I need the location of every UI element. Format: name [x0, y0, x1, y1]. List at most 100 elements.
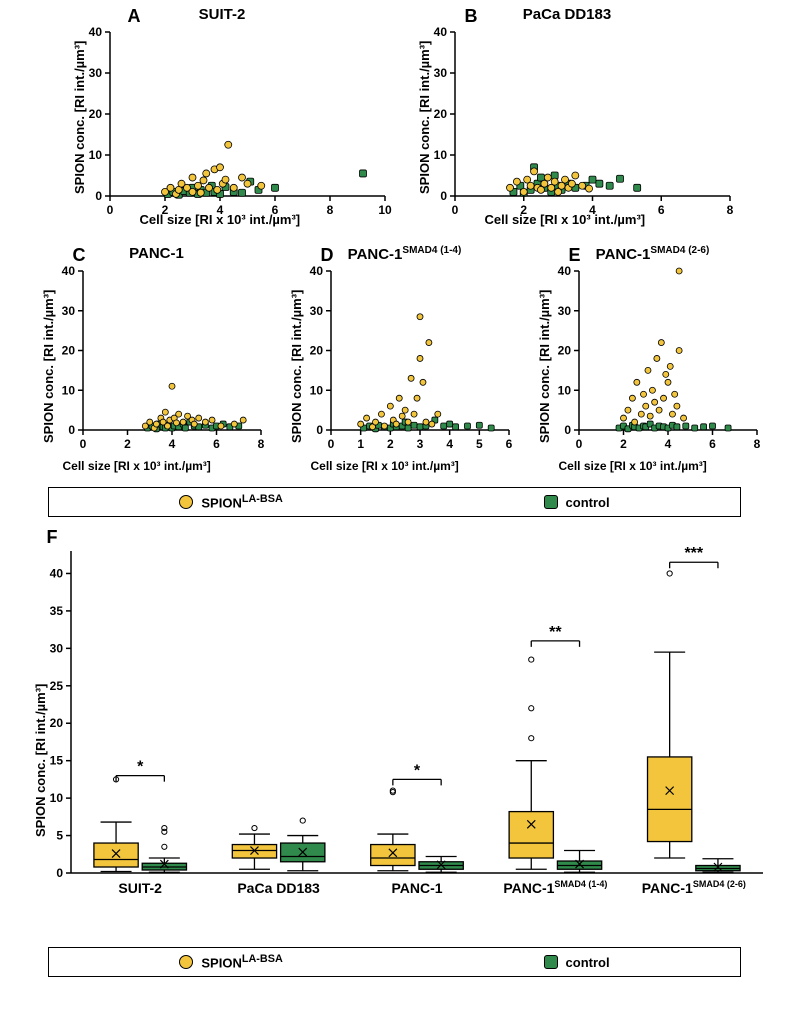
- legend-scatter: SPIONLA-BSA control: [48, 487, 741, 517]
- svg-text:6: 6: [505, 437, 512, 451]
- svg-text:20: 20: [49, 716, 63, 730]
- xlabel-A: Cell size [RI x 10³ int./µm³]: [140, 212, 301, 227]
- svg-text:8: 8: [726, 203, 733, 217]
- panel-title-C: PANC-1: [33, 245, 281, 262]
- legend-marker-control: [544, 495, 558, 509]
- svg-text:40: 40: [309, 265, 323, 278]
- panel-title-D: PANC-1SMAD4 (1-4): [281, 245, 529, 263]
- svg-text:0: 0: [316, 423, 323, 437]
- boxplot-F: 0 5 10 15 20 25 30 35 40 SUIT-2 * PaCa DD183 PANC-1 *…: [15, 533, 775, 928]
- svg-text:8: 8: [326, 203, 333, 217]
- svg-text:10: 10: [433, 148, 447, 162]
- legend-label-control-2: control: [566, 955, 610, 970]
- svg-text:25: 25: [49, 679, 63, 693]
- panel-A: A SUIT-2 SPION conc. [RI int./µm³] 01020…: [50, 4, 395, 231]
- scatter-E: 0 10 20 30 40 0 2 4 6 8: [519, 265, 767, 460]
- xlabel-E: Cell size [RI x 10³ int./µm³]: [559, 459, 707, 473]
- svg-text:40: 40: [433, 26, 447, 39]
- svg-text:8: 8: [257, 437, 264, 451]
- svg-text:20: 20: [557, 344, 571, 358]
- scatter-B: 01020304002468: [395, 26, 740, 226]
- svg-text:30: 30: [309, 304, 323, 318]
- svg-text:PANC-1: PANC-1: [391, 880, 442, 896]
- svg-text:6: 6: [657, 203, 664, 217]
- svg-text:3: 3: [416, 437, 423, 451]
- svg-text:40: 40: [61, 265, 75, 278]
- svg-text:10: 10: [88, 148, 102, 162]
- legend-item-spion: SPIONLA-BSA: [179, 493, 282, 510]
- svg-text:4: 4: [446, 437, 453, 451]
- xlabel-C: Cell size [RI x 10³ int./µm³]: [63, 459, 211, 473]
- svg-text:20: 20: [61, 344, 75, 358]
- svg-text:5: 5: [56, 829, 63, 843]
- panel-title-E: PANC-1SMAD4 (2-6): [529, 245, 777, 263]
- svg-text:30: 30: [61, 304, 75, 318]
- svg-text:8: 8: [753, 437, 760, 451]
- panel-C: C PANC-1 SPION conc. [RI int./µm³] 01020…: [23, 245, 271, 477]
- svg-text:0: 0: [327, 437, 334, 451]
- svg-text:0: 0: [106, 203, 113, 217]
- svg-text:40: 40: [557, 265, 571, 278]
- svg-text:10: 10: [309, 383, 323, 397]
- svg-text:0: 0: [68, 423, 75, 437]
- svg-text:PANC-1SMAD4 (2-6): PANC-1SMAD4 (2-6): [641, 879, 745, 896]
- svg-text:30: 30: [557, 304, 571, 318]
- svg-text:2: 2: [124, 437, 131, 451]
- panel-title-A: SUIT-2: [50, 6, 395, 23]
- svg-text:0: 0: [56, 866, 63, 880]
- scatter-C: 0 10 20 30 40 0 2 4 6 8: [23, 265, 271, 460]
- svg-text:2: 2: [620, 437, 627, 451]
- legend-marker-control-2: [544, 955, 558, 969]
- svg-text:0: 0: [564, 423, 571, 437]
- panel-title-B: PaCa DD183: [395, 6, 740, 23]
- svg-text:40: 40: [88, 26, 102, 39]
- svg-text:5: 5: [475, 437, 482, 451]
- svg-text:SUIT-2: SUIT-2: [118, 880, 162, 896]
- svg-text:0: 0: [95, 189, 102, 203]
- svg-text:10: 10: [557, 383, 571, 397]
- svg-text:10: 10: [61, 383, 75, 397]
- svg-text:4: 4: [168, 437, 175, 451]
- legend-marker-spion: [179, 495, 193, 509]
- svg-text:6: 6: [709, 437, 716, 451]
- svg-text:PANC-1SMAD4 (1-4): PANC-1SMAD4 (1-4): [503, 879, 607, 896]
- svg-text:10: 10: [49, 791, 63, 805]
- svg-text:*: *: [413, 762, 420, 779]
- svg-text:0: 0: [79, 437, 86, 451]
- svg-text:20: 20: [88, 107, 102, 121]
- figure-root: { "colors": { "spion": "#f2c53d", "contr…: [0, 0, 789, 1030]
- svg-text:4: 4: [664, 437, 671, 451]
- panel-F: F SPION conc. [RI int./µm³] 051015202530…: [15, 527, 775, 947]
- svg-text:30: 30: [433, 66, 447, 80]
- svg-text:**: **: [549, 624, 562, 641]
- svg-text:35: 35: [49, 604, 63, 618]
- scatter-D: 0102030400123456: [271, 265, 519, 460]
- legend-marker-spion-2: [179, 955, 193, 969]
- legend-item-control: control: [544, 495, 610, 510]
- svg-text:0: 0: [575, 437, 582, 451]
- scatter-A: 0102030400246810: [50, 26, 395, 226]
- xlabel-B: Cell size [RI x 10³ int./µm³]: [485, 212, 646, 227]
- legend-label-spion: SPIONLA-BSA: [201, 493, 282, 510]
- panel-E: E PANC-1SMAD4 (2-6) SPION conc. [RI int.…: [519, 245, 767, 477]
- svg-text:0: 0: [451, 203, 458, 217]
- svg-text:30: 30: [49, 641, 63, 655]
- svg-text:30: 30: [88, 66, 102, 80]
- svg-text:6: 6: [213, 437, 220, 451]
- svg-text:***: ***: [684, 545, 703, 562]
- svg-text:40: 40: [49, 566, 63, 580]
- svg-text:PaCa DD183: PaCa DD183: [237, 880, 320, 896]
- panel-B: B PaCa DD183 SPION conc. [RI int./µm³] 0…: [395, 4, 740, 231]
- legend-item-control-2: control: [544, 955, 610, 970]
- legend-label-control: control: [566, 495, 610, 510]
- svg-text:0: 0: [440, 189, 447, 203]
- legend-item-spion-2: SPIONLA-BSA: [179, 953, 282, 970]
- legend-label-spion-2: SPIONLA-BSA: [201, 953, 282, 970]
- svg-text:*: *: [137, 759, 144, 776]
- svg-text:15: 15: [49, 754, 63, 768]
- svg-text:2: 2: [386, 437, 393, 451]
- panel-D: D PANC-1SMAD4 (1-4) SPION conc. [RI int.…: [271, 245, 519, 477]
- xlabel-D: Cell size [RI x 10³ int./µm³]: [311, 459, 459, 473]
- svg-text:10: 10: [378, 203, 392, 217]
- svg-text:20: 20: [433, 107, 447, 121]
